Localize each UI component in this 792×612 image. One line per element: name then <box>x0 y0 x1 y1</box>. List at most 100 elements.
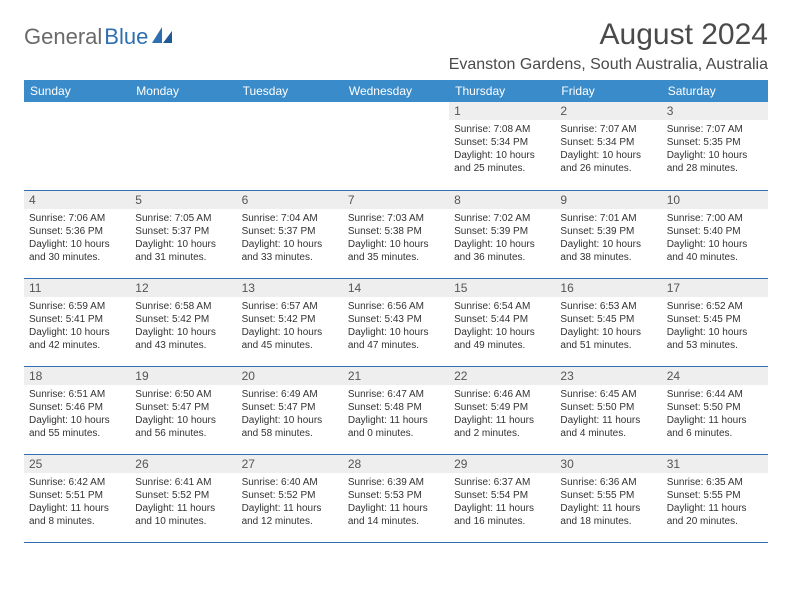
sunset-text: Sunset: 5:47 PM <box>135 401 231 414</box>
calendar-page: GeneralBlue August 2024 Evanston Gardens… <box>0 0 792 553</box>
calendar-cell: 24Sunrise: 6:44 AMSunset: 5:50 PMDayligh… <box>662 366 768 454</box>
sunset-text: Sunset: 5:35 PM <box>667 136 763 149</box>
logo-text-general: General <box>24 24 102 50</box>
sunset-text: Sunset: 5:47 PM <box>242 401 338 414</box>
daylight-text: Daylight: 11 hours and 8 minutes. <box>29 502 125 528</box>
sunrise-text: Sunrise: 7:00 AM <box>667 212 763 225</box>
daylight-text: Daylight: 10 hours and 38 minutes. <box>560 238 656 264</box>
calendar-row: 11Sunrise: 6:59 AMSunset: 5:41 PMDayligh… <box>24 278 768 366</box>
calendar-cell: 20Sunrise: 6:49 AMSunset: 5:47 PMDayligh… <box>237 366 343 454</box>
calendar-cell: 4Sunrise: 7:06 AMSunset: 5:36 PMDaylight… <box>24 190 130 278</box>
day-details: Sunrise: 6:39 AMSunset: 5:53 PMDaylight:… <box>343 473 449 531</box>
sunrise-text: Sunrise: 6:39 AM <box>348 476 444 489</box>
location: Evanston Gardens, South Australia, Austr… <box>449 56 768 74</box>
calendar-cell <box>237 102 343 190</box>
day-number: 6 <box>237 191 343 209</box>
day-details: Sunrise: 6:35 AMSunset: 5:55 PMDaylight:… <box>662 473 768 531</box>
day-details: Sunrise: 6:40 AMSunset: 5:52 PMDaylight:… <box>237 473 343 531</box>
sunrise-text: Sunrise: 6:50 AM <box>135 388 231 401</box>
daylight-text: Daylight: 10 hours and 51 minutes. <box>560 326 656 352</box>
sunset-text: Sunset: 5:51 PM <box>29 489 125 502</box>
calendar-cell: 18Sunrise: 6:51 AMSunset: 5:46 PMDayligh… <box>24 366 130 454</box>
day-details: Sunrise: 6:56 AMSunset: 5:43 PMDaylight:… <box>343 297 449 355</box>
day-number: 16 <box>555 279 661 297</box>
daylight-text: Daylight: 10 hours and 43 minutes. <box>135 326 231 352</box>
calendar-cell: 23Sunrise: 6:45 AMSunset: 5:50 PMDayligh… <box>555 366 661 454</box>
sunset-text: Sunset: 5:45 PM <box>667 313 763 326</box>
calendar-row: 4Sunrise: 7:06 AMSunset: 5:36 PMDaylight… <box>24 190 768 278</box>
daylight-text: Daylight: 11 hours and 20 minutes. <box>667 502 763 528</box>
month-title: August 2024 <box>449 18 768 52</box>
calendar-cell: 12Sunrise: 6:58 AMSunset: 5:42 PMDayligh… <box>130 278 236 366</box>
calendar-head: Sunday Monday Tuesday Wednesday Thursday… <box>24 80 768 102</box>
sunset-text: Sunset: 5:48 PM <box>348 401 444 414</box>
calendar-row: 1Sunrise: 7:08 AMSunset: 5:34 PMDaylight… <box>24 102 768 190</box>
daylight-text: Daylight: 11 hours and 2 minutes. <box>454 414 550 440</box>
sunrise-text: Sunrise: 6:56 AM <box>348 300 444 313</box>
sunset-text: Sunset: 5:52 PM <box>135 489 231 502</box>
day-number: 21 <box>343 367 449 385</box>
sunrise-text: Sunrise: 7:03 AM <box>348 212 444 225</box>
sunset-text: Sunset: 5:38 PM <box>348 225 444 238</box>
calendar-cell: 13Sunrise: 6:57 AMSunset: 5:42 PMDayligh… <box>237 278 343 366</box>
logo-text-blue: Blue <box>104 24 148 50</box>
calendar-cell: 1Sunrise: 7:08 AMSunset: 5:34 PMDaylight… <box>449 102 555 190</box>
daylight-text: Daylight: 10 hours and 36 minutes. <box>454 238 550 264</box>
day-details: Sunrise: 6:41 AMSunset: 5:52 PMDaylight:… <box>130 473 236 531</box>
daylight-text: Daylight: 11 hours and 16 minutes. <box>454 502 550 528</box>
day-details: Sunrise: 7:03 AMSunset: 5:38 PMDaylight:… <box>343 209 449 267</box>
daylight-text: Daylight: 10 hours and 26 minutes. <box>560 149 656 175</box>
day-number: 12 <box>130 279 236 297</box>
day-number: 19 <box>130 367 236 385</box>
calendar-row: 25Sunrise: 6:42 AMSunset: 5:51 PMDayligh… <box>24 454 768 542</box>
calendar-cell: 15Sunrise: 6:54 AMSunset: 5:44 PMDayligh… <box>449 278 555 366</box>
sunrise-text: Sunrise: 6:37 AM <box>454 476 550 489</box>
sunset-text: Sunset: 5:43 PM <box>348 313 444 326</box>
sunset-text: Sunset: 5:34 PM <box>454 136 550 149</box>
daylight-text: Daylight: 11 hours and 18 minutes. <box>560 502 656 528</box>
day-details: Sunrise: 7:07 AMSunset: 5:35 PMDaylight:… <box>662 120 768 178</box>
day-details: Sunrise: 7:02 AMSunset: 5:39 PMDaylight:… <box>449 209 555 267</box>
day-number: 8 <box>449 191 555 209</box>
sunset-text: Sunset: 5:42 PM <box>135 313 231 326</box>
calendar-cell: 16Sunrise: 6:53 AMSunset: 5:45 PMDayligh… <box>555 278 661 366</box>
calendar-cell: 31Sunrise: 6:35 AMSunset: 5:55 PMDayligh… <box>662 454 768 542</box>
sunset-text: Sunset: 5:37 PM <box>135 225 231 238</box>
day-number: 26 <box>130 455 236 473</box>
sunset-text: Sunset: 5:44 PM <box>454 313 550 326</box>
day-number: 15 <box>449 279 555 297</box>
col-monday: Monday <box>130 80 236 102</box>
sunrise-text: Sunrise: 7:04 AM <box>242 212 338 225</box>
sunrise-text: Sunrise: 7:05 AM <box>135 212 231 225</box>
daylight-text: Daylight: 10 hours and 33 minutes. <box>242 238 338 264</box>
calendar-cell: 14Sunrise: 6:56 AMSunset: 5:43 PMDayligh… <box>343 278 449 366</box>
day-number: 5 <box>130 191 236 209</box>
sunset-text: Sunset: 5:55 PM <box>667 489 763 502</box>
daylight-text: Daylight: 10 hours and 55 minutes. <box>29 414 125 440</box>
day-details: Sunrise: 6:42 AMSunset: 5:51 PMDaylight:… <box>24 473 130 531</box>
sunrise-text: Sunrise: 6:59 AM <box>29 300 125 313</box>
sunrise-text: Sunrise: 6:49 AM <box>242 388 338 401</box>
daylight-text: Daylight: 10 hours and 56 minutes. <box>135 414 231 440</box>
calendar-cell: 17Sunrise: 6:52 AMSunset: 5:45 PMDayligh… <box>662 278 768 366</box>
day-number: 13 <box>237 279 343 297</box>
sunrise-text: Sunrise: 7:01 AM <box>560 212 656 225</box>
calendar-cell: 28Sunrise: 6:39 AMSunset: 5:53 PMDayligh… <box>343 454 449 542</box>
col-tuesday: Tuesday <box>237 80 343 102</box>
col-sunday: Sunday <box>24 80 130 102</box>
sunrise-text: Sunrise: 6:53 AM <box>560 300 656 313</box>
day-details: Sunrise: 7:06 AMSunset: 5:36 PMDaylight:… <box>24 209 130 267</box>
sunset-text: Sunset: 5:53 PM <box>348 489 444 502</box>
day-details: Sunrise: 7:05 AMSunset: 5:37 PMDaylight:… <box>130 209 236 267</box>
day-details: Sunrise: 7:04 AMSunset: 5:37 PMDaylight:… <box>237 209 343 267</box>
calendar-cell: 7Sunrise: 7:03 AMSunset: 5:38 PMDaylight… <box>343 190 449 278</box>
day-details: Sunrise: 6:49 AMSunset: 5:47 PMDaylight:… <box>237 385 343 443</box>
day-number: 20 <box>237 367 343 385</box>
day-details: Sunrise: 6:54 AMSunset: 5:44 PMDaylight:… <box>449 297 555 355</box>
day-number: 4 <box>24 191 130 209</box>
daylight-text: Daylight: 10 hours and 53 minutes. <box>667 326 763 352</box>
day-details: Sunrise: 7:01 AMSunset: 5:39 PMDaylight:… <box>555 209 661 267</box>
day-number: 31 <box>662 455 768 473</box>
sunset-text: Sunset: 5:34 PM <box>560 136 656 149</box>
header: GeneralBlue August 2024 Evanston Gardens… <box>24 18 768 74</box>
